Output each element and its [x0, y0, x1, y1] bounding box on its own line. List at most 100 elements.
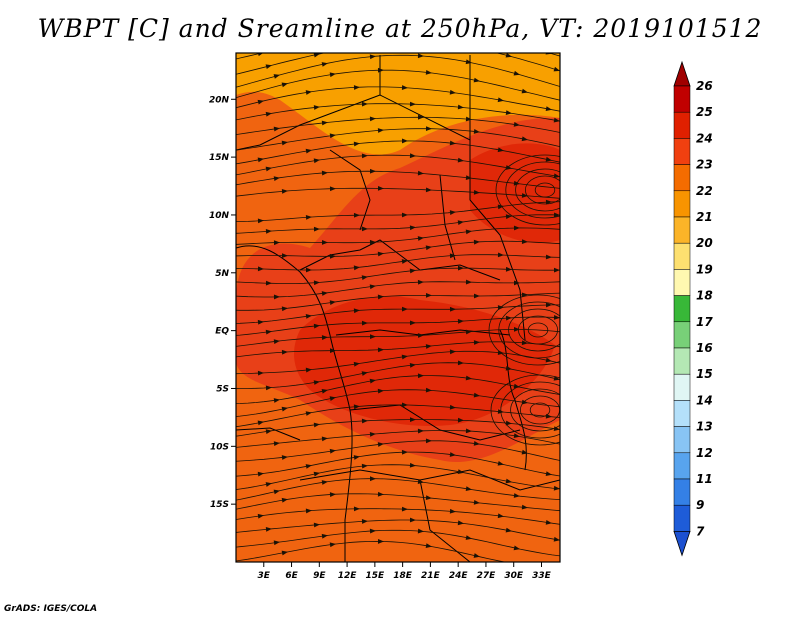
streamline-arrowhead — [449, 210, 456, 215]
streamline — [236, 103, 560, 122]
streamline-arrowhead — [505, 53, 512, 58]
streamline-arrowhead — [553, 485, 560, 491]
streamline-arrowhead — [273, 176, 280, 181]
streamline-arrowhead — [457, 520, 464, 526]
colorbar-label: 24 — [696, 131, 713, 145]
streamline-arrowhead — [425, 495, 432, 501]
streamline-arrowhead — [321, 62, 328, 67]
streamline-arrowhead — [281, 349, 288, 355]
streamline-arrowhead — [465, 116, 472, 122]
streamline-arrowhead — [362, 43, 369, 49]
streamline-arrowhead — [257, 157, 264, 163]
streamline-arrowhead — [321, 335, 328, 340]
streamline-arrowhead — [265, 166, 272, 172]
latitude-axis: 20N 15N 10N 5N EQ 5S 10S 15S — [209, 95, 236, 510]
streamline — [236, 329, 560, 347]
streamline-arrowhead — [409, 320, 416, 326]
streamline-arrowhead — [401, 259, 408, 264]
colorbar-label: 20 — [696, 236, 713, 250]
streamline-arrowhead — [353, 141, 360, 147]
streamline — [236, 86, 560, 112]
streamline-arrowhead — [305, 90, 312, 95]
streamline-arrowhead — [409, 462, 416, 468]
streamline-arrowhead — [417, 170, 424, 176]
streamline — [236, 529, 560, 557]
streamline-arrowhead — [329, 542, 336, 548]
streamline-arrowhead — [474, 293, 480, 299]
streamline-arrowhead — [409, 225, 416, 231]
lon-tick-label: 24E — [449, 571, 469, 581]
streamline-arrowhead — [361, 101, 368, 107]
streamline-arrowhead — [353, 506, 360, 512]
streamline-arrowhead — [522, 563, 529, 569]
streamline-arrowhead — [521, 340, 528, 346]
streamline-arrowhead — [402, 29, 408, 34]
streamline-arrowhead — [505, 365, 512, 371]
streamline-arrowhead — [306, 267, 312, 273]
lon-tick-label: 27E — [477, 571, 497, 581]
streamline-arrowhead — [410, 40, 416, 45]
streamline-arrowhead — [425, 292, 432, 298]
streamline — [236, 281, 560, 298]
streamline-arrowhead — [449, 508, 456, 514]
streamline-arrowhead — [545, 357, 552, 363]
streamline-arrowhead — [353, 265, 360, 271]
streamline — [236, 451, 560, 477]
streamline-arrowhead — [257, 513, 264, 519]
lat-tick-label: 15S — [210, 500, 229, 510]
streamline-arrowhead — [545, 413, 552, 419]
colorbar-swatch — [673, 164, 691, 192]
streamline-arrowhead — [273, 294, 280, 300]
streamline-arrowhead — [354, 32, 361, 38]
colorbar-label: 12 — [696, 446, 713, 460]
streamline-arrowhead — [465, 59, 472, 65]
streamline-arrowhead — [361, 153, 368, 159]
streamline — [236, 404, 560, 428]
streamline — [236, 464, 560, 490]
streamline-arrowhead — [553, 212, 560, 218]
colorbar-label: 14 — [696, 393, 713, 407]
streamline-arrowhead — [313, 158, 320, 164]
streamline-arrowhead — [361, 320, 368, 326]
streamline-arrowhead — [377, 251, 384, 257]
eddy-streamline — [529, 402, 551, 418]
streamline-arrowhead — [553, 173, 560, 179]
streamline-arrowhead — [465, 535, 472, 540]
streamline-arrowhead — [473, 392, 480, 398]
streamline-arrowhead — [457, 417, 464, 423]
streamline-arrowhead — [353, 85, 360, 90]
streamline-arrowhead — [265, 64, 272, 69]
eddy-streamline — [505, 161, 560, 219]
streamline-arrowhead — [457, 157, 464, 163]
streamline-arrowhead — [545, 106, 552, 111]
streamline-arrowhead — [401, 449, 408, 455]
streamline-arrowhead — [553, 315, 560, 320]
streamline-arrowhead — [425, 126, 432, 132]
streamline-arrowhead — [353, 308, 360, 314]
streamline-arrowhead — [321, 240, 328, 245]
streamline — [236, 116, 560, 136]
streamline-arrowhead — [473, 189, 480, 195]
streamline-arrowhead — [321, 388, 328, 394]
lon-tick-label: 3E — [258, 571, 271, 581]
streamline-arrowhead — [257, 471, 264, 477]
streamline-arrowhead — [498, 38, 505, 44]
streamline-arrowhead — [473, 441, 480, 446]
streamline-arrowhead — [497, 97, 504, 103]
streamline-arrowhead — [458, 43, 465, 49]
streamline-arrowhead — [265, 482, 272, 487]
streamline-arrowhead — [513, 327, 520, 332]
streamline-arrowhead — [369, 168, 376, 174]
streamline-arrowhead — [265, 385, 272, 391]
streamline-arrowhead — [329, 72, 336, 78]
streamline-arrowhead — [505, 420, 512, 426]
streamline-arrowhead — [553, 426, 560, 432]
lat-tick-label: 5S — [216, 384, 229, 394]
colorbar-label: 11 — [696, 472, 713, 486]
streamline-arrowhead — [409, 268, 416, 274]
streamline-arrowhead — [505, 315, 512, 321]
streamline-arrowhead — [329, 448, 336, 454]
streamline-arrowhead — [377, 186, 384, 191]
streamline-arrowhead — [361, 463, 368, 469]
streamline-arrowhead — [377, 491, 384, 497]
